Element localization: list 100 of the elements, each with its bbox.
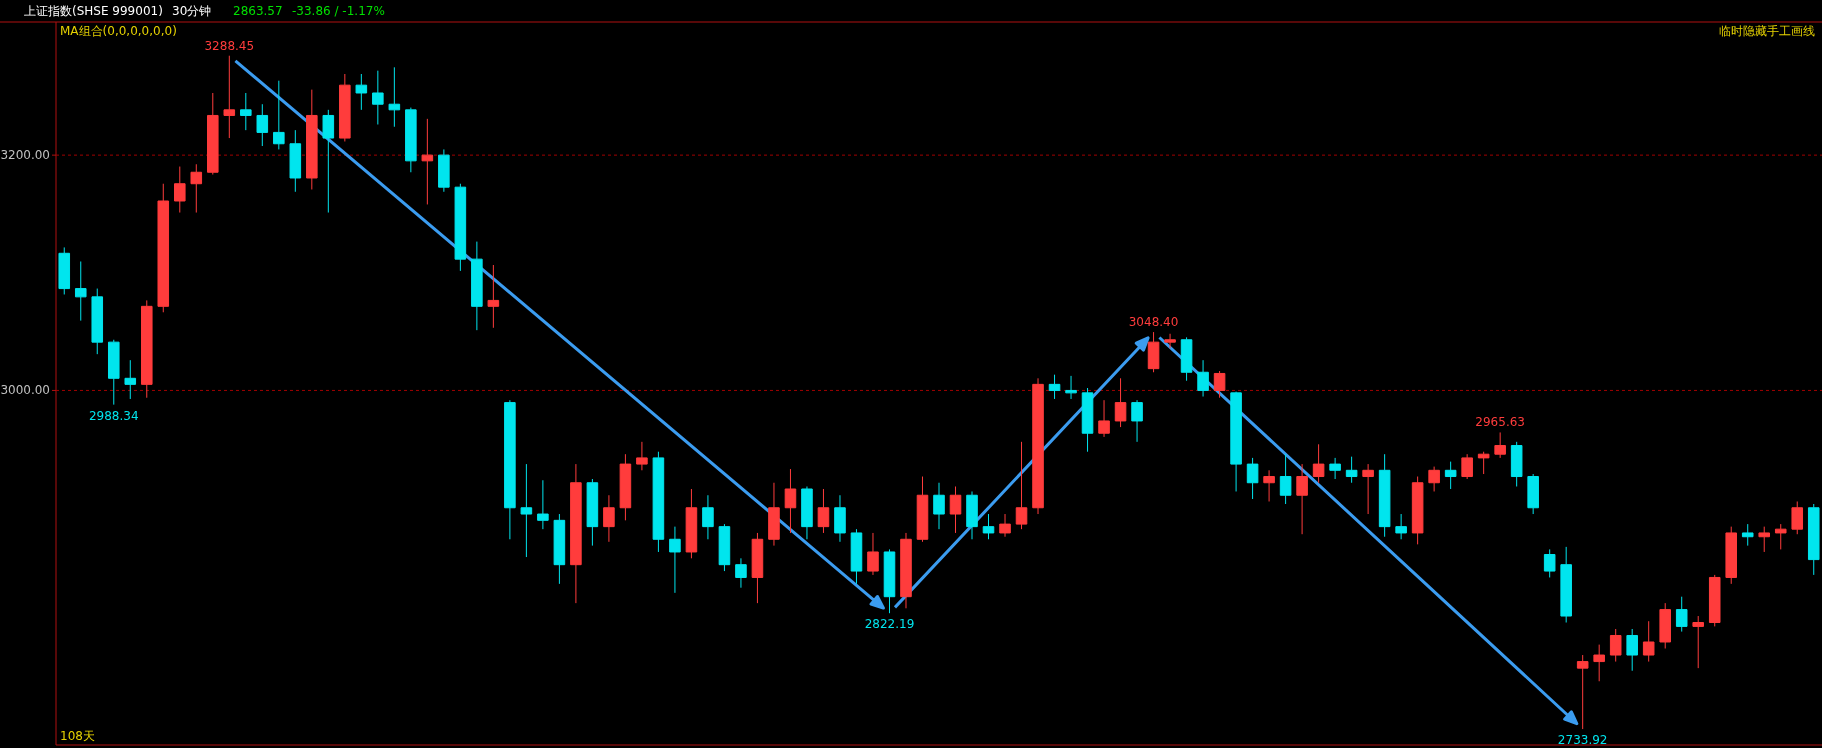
annotation: 2988.34 xyxy=(88,408,139,423)
candlestick xyxy=(1642,620,1655,663)
candlestick xyxy=(1197,359,1209,398)
candlestick xyxy=(949,485,962,534)
candlestick xyxy=(1048,374,1061,400)
candlestick xyxy=(1131,399,1143,443)
candlestick xyxy=(1543,548,1556,578)
candlestick xyxy=(801,485,813,540)
candlestick xyxy=(1213,370,1226,399)
candlestick xyxy=(1114,377,1127,428)
candlestick xyxy=(933,482,945,530)
candlestick xyxy=(1593,644,1605,682)
candlestick xyxy=(586,478,599,547)
candlestick xyxy=(487,264,500,329)
annotation: MA组合(0,0,0,0,0,0) xyxy=(60,24,177,38)
candlestick xyxy=(999,513,1011,538)
candlestick xyxy=(636,441,648,471)
candlestick xyxy=(652,451,665,553)
candlestick xyxy=(454,183,467,272)
candlestick xyxy=(1477,451,1490,475)
candlestick xyxy=(1098,399,1110,438)
annotation: 2822.19 xyxy=(864,617,915,632)
candlestick xyxy=(421,118,434,205)
candlestick xyxy=(966,490,978,540)
candlestick xyxy=(1296,463,1308,535)
candlestick xyxy=(619,453,632,521)
candlestick xyxy=(1609,628,1622,663)
candlestick xyxy=(883,548,896,614)
text: 2863.57 xyxy=(233,4,283,18)
candlestick xyxy=(702,494,714,540)
candlestick xyxy=(240,92,252,131)
candlestick xyxy=(1494,431,1506,459)
candlestick xyxy=(1626,628,1638,672)
candlestick xyxy=(1675,596,1688,633)
candlestick xyxy=(603,494,615,543)
candlestick xyxy=(1708,574,1721,627)
text: -33.86 / -1.17% xyxy=(292,4,385,18)
candlestick xyxy=(322,109,335,214)
candlestick xyxy=(1395,513,1407,540)
candlestick xyxy=(1246,457,1259,500)
candlestick xyxy=(685,488,698,559)
candlestick xyxy=(1560,546,1572,624)
candlestick xyxy=(504,399,516,540)
candlestick xyxy=(223,55,236,139)
candlestick xyxy=(1774,523,1787,550)
candlestick xyxy=(1725,526,1738,585)
candlestick xyxy=(1411,476,1424,545)
candlestick xyxy=(91,288,104,355)
y-tick-label: 3000.00 xyxy=(0,383,50,398)
candlestick xyxy=(124,359,137,400)
candlestick xyxy=(174,166,186,214)
candlestick xyxy=(190,163,203,214)
candlestick xyxy=(1428,466,1440,492)
candlestick xyxy=(916,476,929,543)
candlestick xyxy=(1230,391,1242,492)
candlestick xyxy=(289,129,302,193)
candlestick xyxy=(1576,654,1589,730)
candlestick xyxy=(107,339,120,406)
annotation: 3288.45 xyxy=(204,38,255,53)
candlestick xyxy=(1065,375,1077,400)
candlestick xyxy=(768,482,780,547)
annotation: 临时隐藏手工画线 xyxy=(1719,24,1815,38)
candlestick xyxy=(1345,456,1358,484)
candlestick xyxy=(1741,523,1754,547)
candlestick xyxy=(207,92,219,176)
chart-subtitle: 30分钟 xyxy=(172,4,212,18)
candlestick xyxy=(273,80,285,150)
candlestick xyxy=(157,183,170,313)
candlestick xyxy=(1263,469,1275,502)
candlestick xyxy=(1081,387,1094,453)
annotation: 3048.40 xyxy=(1128,315,1179,330)
annotation: 2965.63 xyxy=(1475,415,1525,430)
candlestick xyxy=(718,523,731,572)
candlestick xyxy=(339,73,351,142)
candlestick xyxy=(570,463,582,604)
candlestick xyxy=(1362,463,1374,515)
candlestick xyxy=(388,66,401,128)
candlestick xyxy=(850,528,863,585)
annotation: 2733.92 xyxy=(1557,733,1608,748)
candlestick xyxy=(1791,500,1804,535)
candlestick xyxy=(1527,473,1539,515)
candlestick xyxy=(1032,377,1044,515)
candlestick xyxy=(1758,526,1771,553)
candlestick xyxy=(372,70,384,125)
candlestick xyxy=(1807,503,1820,576)
candlestick xyxy=(74,260,87,322)
candlestick xyxy=(817,488,830,534)
y-tick-label: 3200.00 xyxy=(0,148,50,163)
candlestick xyxy=(834,494,846,543)
candlestick xyxy=(900,532,912,609)
candlestick xyxy=(784,468,797,534)
candlestick xyxy=(405,107,417,173)
candlestick xyxy=(1692,615,1704,669)
candlestick xyxy=(1312,443,1325,484)
candlestick xyxy=(471,241,483,331)
candlestick xyxy=(1659,602,1671,650)
candlestick xyxy=(1461,453,1473,480)
candlestick xyxy=(1180,336,1193,382)
candlestick xyxy=(140,299,153,399)
candlestick xyxy=(1164,333,1176,349)
